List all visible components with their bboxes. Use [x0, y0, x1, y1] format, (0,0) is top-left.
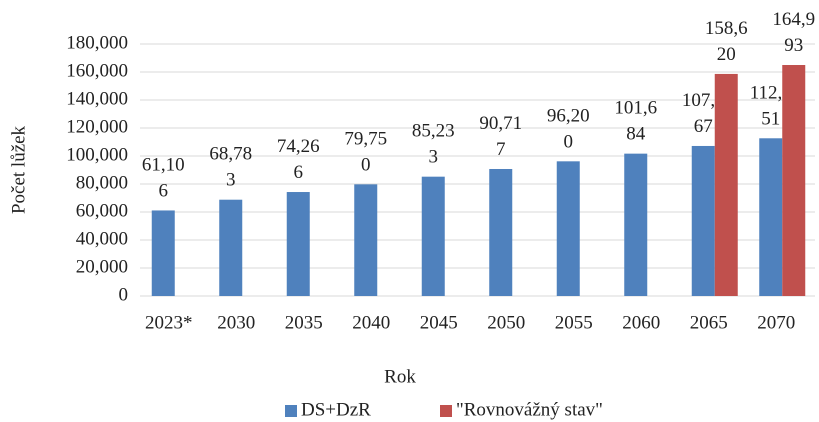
data-label-line: 7: [496, 139, 506, 160]
legend-swatch: [440, 405, 452, 417]
y-tick-label: 100,000: [66, 144, 128, 165]
y-tick-label: 20,000: [76, 256, 128, 277]
y-tick-label: 160,000: [66, 60, 128, 81]
x-tick-label: 2070: [757, 312, 795, 333]
bar: [219, 199, 243, 296]
data-label: 112,6 51: [750, 83, 792, 130]
bar: [556, 161, 580, 296]
x-tick-label: 2045: [420, 312, 458, 333]
x-tick-label: 2023*: [145, 312, 193, 333]
data-label-line: 93: [784, 35, 803, 56]
y-tick-label: 40,000: [76, 228, 128, 249]
data-label: 96,20 0: [547, 106, 590, 153]
data-label-line: 6: [159, 181, 169, 202]
x-tick-label: 2035: [285, 312, 323, 333]
data-label-line: 107,1: [682, 90, 725, 111]
data-label-line: 6: [294, 162, 304, 183]
data-label-line: 79,75: [344, 129, 387, 150]
data-label-line: 112,6: [750, 83, 792, 104]
bar: [714, 73, 738, 296]
data-label-line: 3: [226, 170, 236, 191]
bar: [782, 65, 806, 296]
y-tick-label: 80,000: [76, 172, 128, 193]
y-tick-label: 0: [119, 284, 129, 305]
x-tick-label: 2065: [690, 312, 728, 333]
data-label-line: 158,6: [705, 18, 748, 39]
data-label-line: 61,10: [142, 155, 185, 176]
data-label-line: 101,6: [614, 98, 657, 119]
data-label: 90,71 7: [479, 113, 522, 160]
data-label: 68,78 3: [209, 144, 252, 191]
y-tick-label: 180,000: [66, 32, 128, 53]
data-label: 101,6 84: [614, 98, 657, 145]
data-label-line: 96,20: [547, 106, 590, 127]
bar: [421, 176, 445, 296]
bar: [354, 184, 378, 296]
data-label: 158,6 20: [705, 18, 748, 65]
data-label-line: 20: [717, 44, 736, 65]
y-tick-label: 140,000: [66, 88, 128, 109]
data-label-line: 67: [694, 116, 713, 137]
data-label-line: 84: [626, 124, 646, 145]
bar: [286, 192, 310, 296]
x-tick-label: 2050: [487, 312, 525, 333]
x-tick-label: 2030: [217, 312, 255, 333]
y-tick-label: 120,000: [66, 116, 128, 137]
legend-label: "Rovnovážný stav": [456, 399, 603, 420]
data-label: 74,26 6: [277, 136, 320, 183]
bar: [691, 145, 715, 296]
data-label: 79,75 0: [344, 129, 387, 176]
x-tick-label: 2055: [555, 312, 593, 333]
bar: [489, 168, 513, 296]
bar: [624, 153, 648, 296]
bar: [759, 138, 783, 296]
y-tick-label: 60,000: [76, 200, 128, 221]
data-label: 107,1 67: [682, 90, 725, 137]
data-label-line: 51: [761, 109, 780, 130]
x-tick-label: 2060: [622, 312, 660, 333]
x-axis-title: Rok: [384, 366, 416, 387]
data-label-line: 85,23: [412, 121, 455, 142]
data-label-line: 90,71: [479, 113, 522, 134]
data-label-line: 0: [361, 155, 371, 176]
data-label: 61,10 6: [142, 155, 185, 202]
legend-swatch: [285, 405, 297, 417]
y-axis-title: Počet lůžek: [8, 125, 29, 214]
data-label-line: 68,78: [209, 144, 252, 165]
data-label: 85,23 3: [412, 121, 455, 168]
data-label-line: 0: [564, 132, 574, 153]
bar: [151, 210, 175, 296]
legend-label: DS+DzR: [301, 399, 371, 420]
data-label-line: 74,26: [277, 136, 320, 157]
data-label: 164,9 93: [772, 9, 815, 56]
data-label-line: 3: [429, 147, 439, 168]
data-label-line: 164,9: [772, 9, 815, 30]
x-tick-label: 2040: [352, 312, 390, 333]
